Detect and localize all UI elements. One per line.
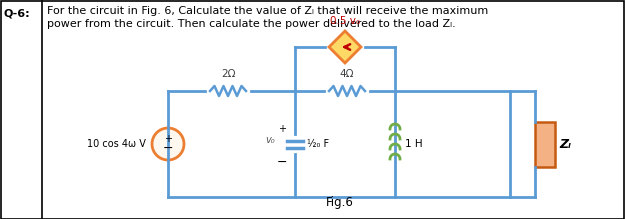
Text: 2Ω: 2Ω [221,69,235,79]
Text: −: − [162,141,173,154]
Polygon shape [329,31,361,63]
Text: 1 H: 1 H [405,139,422,149]
Text: 0.5 v₀: 0.5 v₀ [330,16,360,26]
Text: +: + [278,124,286,134]
Text: Q-6:: Q-6: [4,8,31,18]
Text: For the circuit in Fig. 6, Calculate the value of Zₗ that will receive the maxim: For the circuit in Fig. 6, Calculate the… [47,6,488,16]
Text: 4Ω: 4Ω [340,69,354,79]
Text: Fig.6: Fig.6 [326,196,354,209]
FancyBboxPatch shape [535,122,555,166]
Text: Zₗ: Zₗ [559,138,571,150]
Text: +: + [164,134,172,144]
Text: 10 cos 4ω V: 10 cos 4ω V [87,139,146,149]
Text: −: − [277,155,288,168]
Text: ½₀ F: ½₀ F [307,139,329,149]
Text: v₀: v₀ [266,135,275,145]
Text: power from the circuit. Then calculate the power delivered to the load Zₗ.: power from the circuit. Then calculate t… [47,19,456,29]
Circle shape [152,128,184,160]
